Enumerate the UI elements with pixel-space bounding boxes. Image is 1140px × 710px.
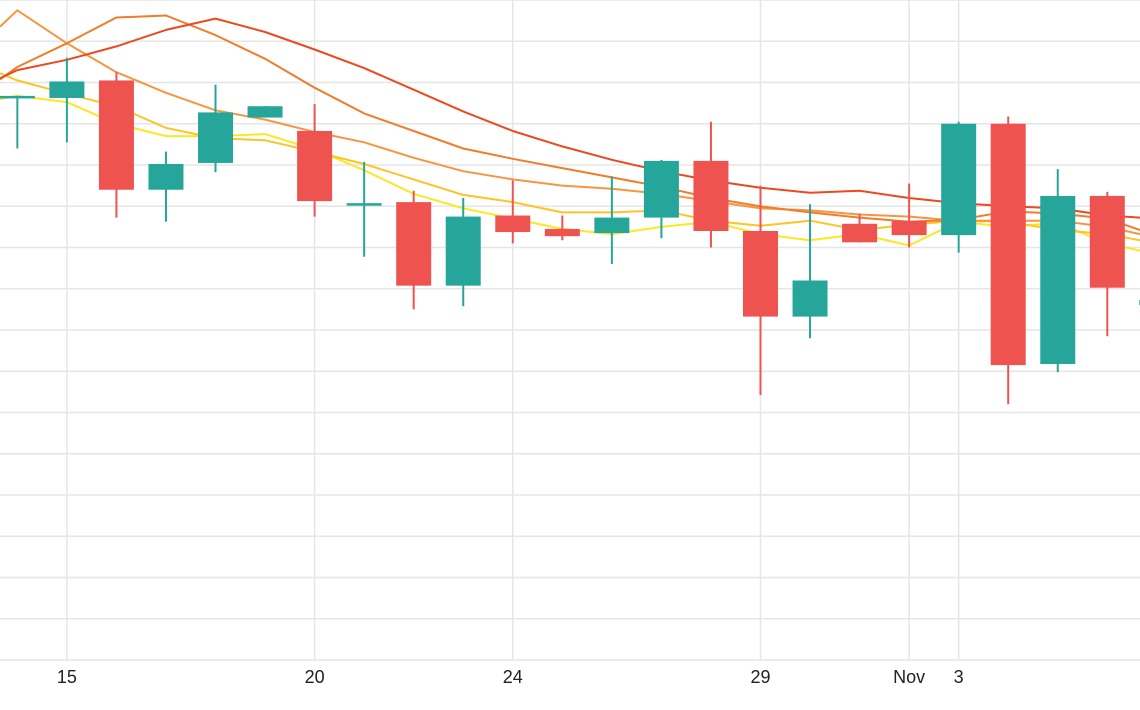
x-tick-label: Nov [893,667,925,687]
candle [594,176,630,264]
candle-body [891,220,927,236]
candle [98,72,134,218]
candle [742,185,778,395]
candle-body [495,215,531,233]
candle [346,161,382,257]
candle-body [544,228,580,237]
x-tick-label: 24 [503,667,523,687]
candle [396,190,432,310]
candle-body [247,106,283,118]
candle-body [842,223,878,243]
candle-body [990,123,1026,366]
x-axis-ticks: 15202429Nov37 [57,667,964,687]
candles [0,57,1140,405]
candle-body [0,95,35,99]
candle-body [594,217,630,234]
candle-body [445,216,481,286]
candle [693,121,729,248]
candle [792,204,828,339]
candle-body [346,203,382,206]
candle-body [742,231,778,317]
candle [49,57,85,143]
candle [1089,191,1125,337]
candle [198,84,234,173]
candle-body [792,280,828,317]
x-tick-label: 3 [954,667,964,687]
candle-body [396,202,432,286]
x-tick-label: 15 [57,667,77,687]
candle-body [693,160,729,231]
x-tick-label: 20 [305,667,325,687]
candle [990,116,1026,405]
x-tick-label: 29 [750,667,770,687]
candle-body [941,123,977,236]
candle-body [198,112,234,163]
candle [941,121,977,253]
candle-body [643,160,679,218]
candle [1040,169,1076,373]
candle [495,180,531,244]
candle [247,106,283,118]
candle [0,95,35,149]
candle-body [148,163,184,190]
candle-body [1089,195,1125,288]
candle-body [49,81,85,98]
candle [842,213,878,243]
candle [891,183,927,248]
gridlines [0,0,1140,661]
candle-body [98,80,134,190]
candle [148,151,184,222]
candle-body [297,130,333,202]
candle-body [1040,195,1076,365]
candle [297,104,333,217]
candle [445,198,481,307]
candle [643,159,679,239]
candle [544,215,580,241]
